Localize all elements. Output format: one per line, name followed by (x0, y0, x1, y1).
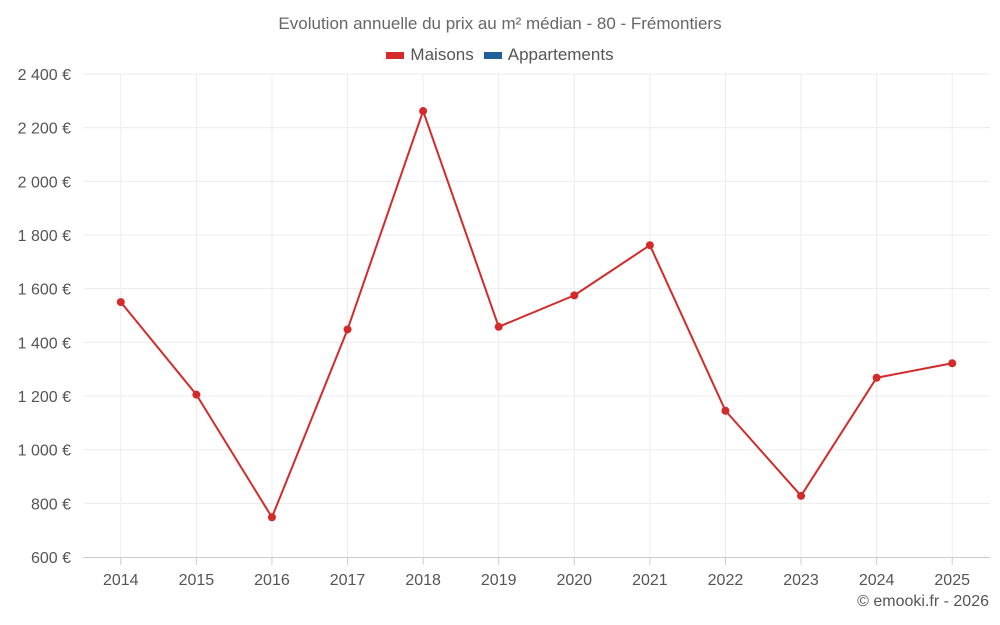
data-point-maisons-2022 (721, 406, 730, 415)
y-tick-label: 1 400 € (18, 335, 71, 352)
data-point-maisons-2014 (116, 298, 125, 307)
x-tick-label: 2024 (859, 572, 895, 589)
data-point-maisons-2025 (948, 359, 957, 368)
x-tick-label: 2015 (179, 572, 215, 589)
data-point-maisons-2019 (494, 322, 503, 331)
series-line-maisons (120, 110, 953, 519)
y-tick-label: 1 800 € (18, 228, 71, 245)
x-tick-label: 2019 (481, 572, 517, 589)
data-point-maisons-2021 (645, 241, 654, 250)
y-tick-label: 2 200 € (18, 121, 71, 138)
x-tick-label: 2025 (934, 572, 970, 589)
chart-legend: Maisons Appartements (0, 45, 1000, 65)
legend-label-maisons: Maisons (410, 45, 474, 64)
x-tick-label: 2020 (556, 572, 592, 589)
x-tick-label: 2021 (632, 572, 668, 589)
x-tick-label: 2017 (330, 572, 366, 589)
y-tick-label: 1 200 € (18, 389, 71, 406)
y-tick-label: 1 600 € (18, 282, 71, 299)
data-point-maisons-2023 (797, 491, 806, 500)
legend-label-appartements: Appartements (507, 45, 614, 64)
y-tick-label: 600 € (31, 550, 71, 567)
y-tick-label: 2 000 € (18, 174, 71, 191)
y-tick-label: 2 400 € (18, 67, 71, 84)
data-point-maisons-2020 (570, 291, 579, 300)
x-tick-label: 2016 (254, 572, 290, 589)
credit-text: © emooki.fr - 2026 (857, 593, 989, 610)
y-tick-label: 800 € (31, 496, 71, 513)
legend-item-maisons[interactable]: Maisons (386, 45, 474, 65)
legend-item-appartements[interactable]: Appartements (483, 45, 614, 65)
chart-title: Evolution annuelle du prix au m² médian … (278, 14, 722, 33)
data-point-maisons-2015 (192, 390, 201, 399)
data-point-maisons-2016 (267, 513, 276, 522)
y-tick-label: 1 000 € (18, 443, 71, 460)
legend-swatch-maisons (386, 51, 405, 59)
data-point-maisons-2017 (343, 325, 352, 334)
x-tick-label: 2022 (708, 572, 744, 589)
x-tick-label: 2018 (405, 572, 441, 589)
data-point-maisons-2018 (419, 107, 428, 116)
legend-swatch-appartements (483, 51, 502, 59)
data-point-maisons-2024 (872, 373, 881, 382)
x-tick-label: 2014 (103, 572, 139, 589)
x-tick-label: 2023 (783, 572, 819, 589)
